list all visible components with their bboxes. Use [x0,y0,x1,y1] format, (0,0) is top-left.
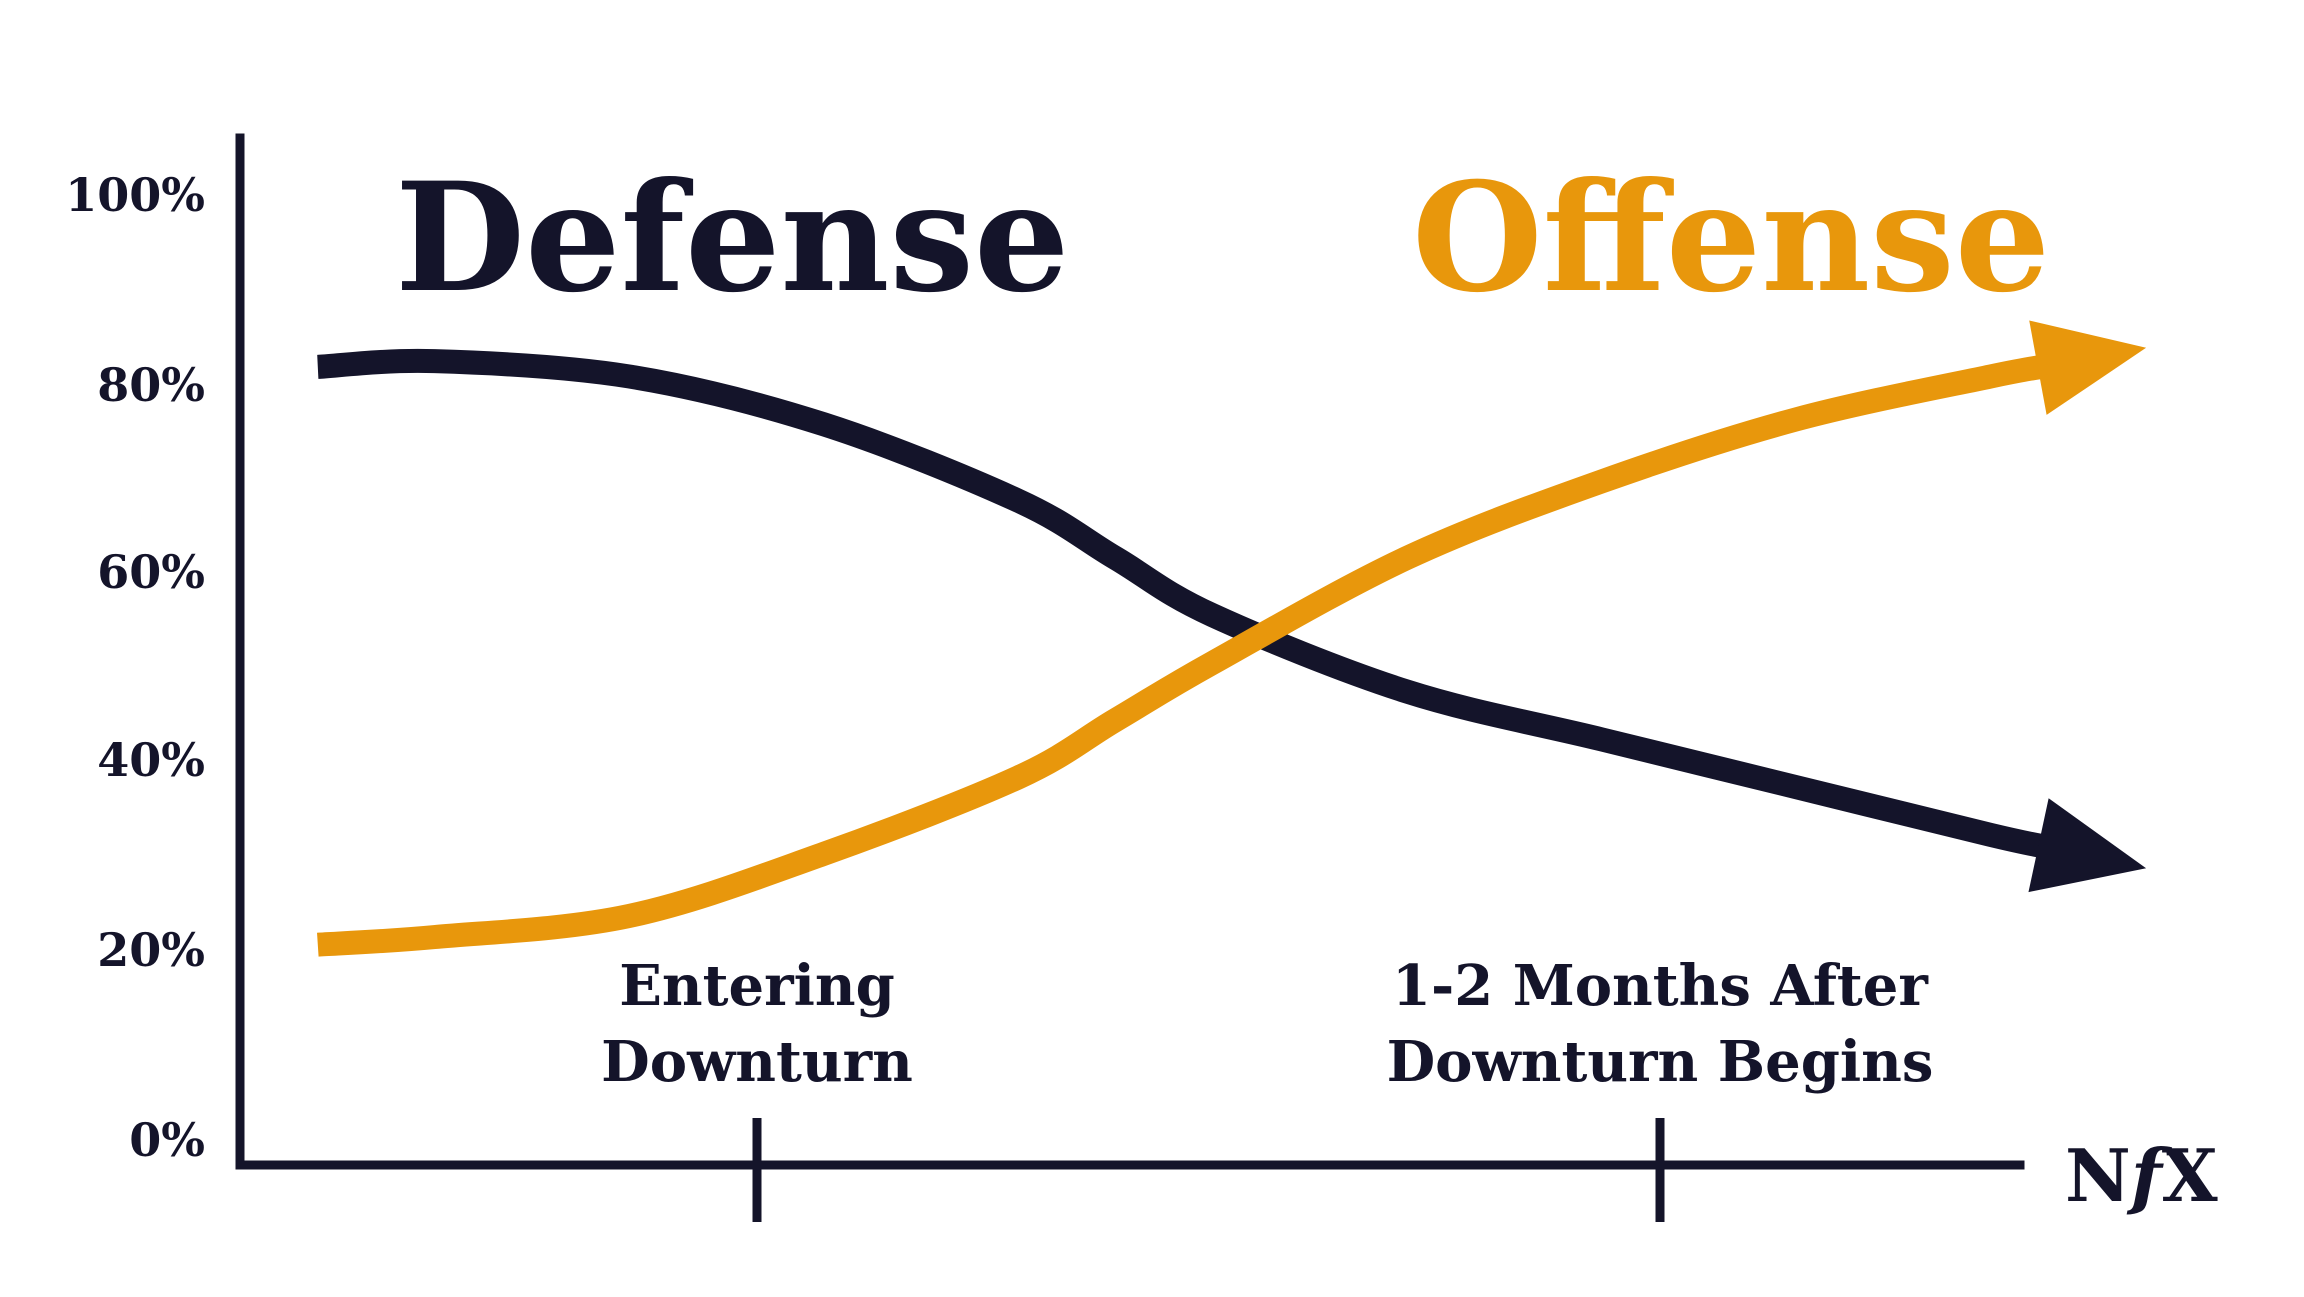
series-label-offense: Offense [1412,150,2050,326]
series-label-defense: Defense [395,150,1069,326]
series-line-offense [317,354,2050,957]
x-axis-ticks [752,1118,1665,1222]
y-tick-label: 20% [97,923,205,977]
brand-logo: NfX [2065,1133,2218,1218]
y-tick-label: 60% [97,545,205,599]
series-labels: Defense Offense [395,150,2050,326]
x-category-label: Entering Downturn [601,953,913,1095]
x-category-label-line: Downturn [601,1029,913,1095]
y-axis-ticks: 0% 20% 40% 60% 80% 100% [65,168,205,1167]
x-axis-labels: Entering Downturn 1-2 Months After Downturn… [601,953,1933,1095]
brand-logo-left: N [2065,1133,2131,1218]
series-arrowhead-offense [2029,320,2147,415]
x-category-label-line: Downturn Begins [1387,1029,1934,1095]
y-tick-label: 80% [97,358,205,412]
x-category-label-line: 1-2 Months After [1392,953,1929,1019]
series-arrowhead-defense [2028,798,2147,893]
y-tick-label: 100% [65,168,205,222]
series-lines [317,320,2147,957]
y-tick-label: 0% [129,1113,205,1167]
series-line-defense [317,348,2051,860]
x-category-label-line: Entering [619,953,895,1019]
brand-logo-right: X [2162,1133,2218,1218]
y-tick-label: 40% [97,733,205,787]
x-category-label: 1-2 Months After Downturn Begins [1387,953,1934,1095]
